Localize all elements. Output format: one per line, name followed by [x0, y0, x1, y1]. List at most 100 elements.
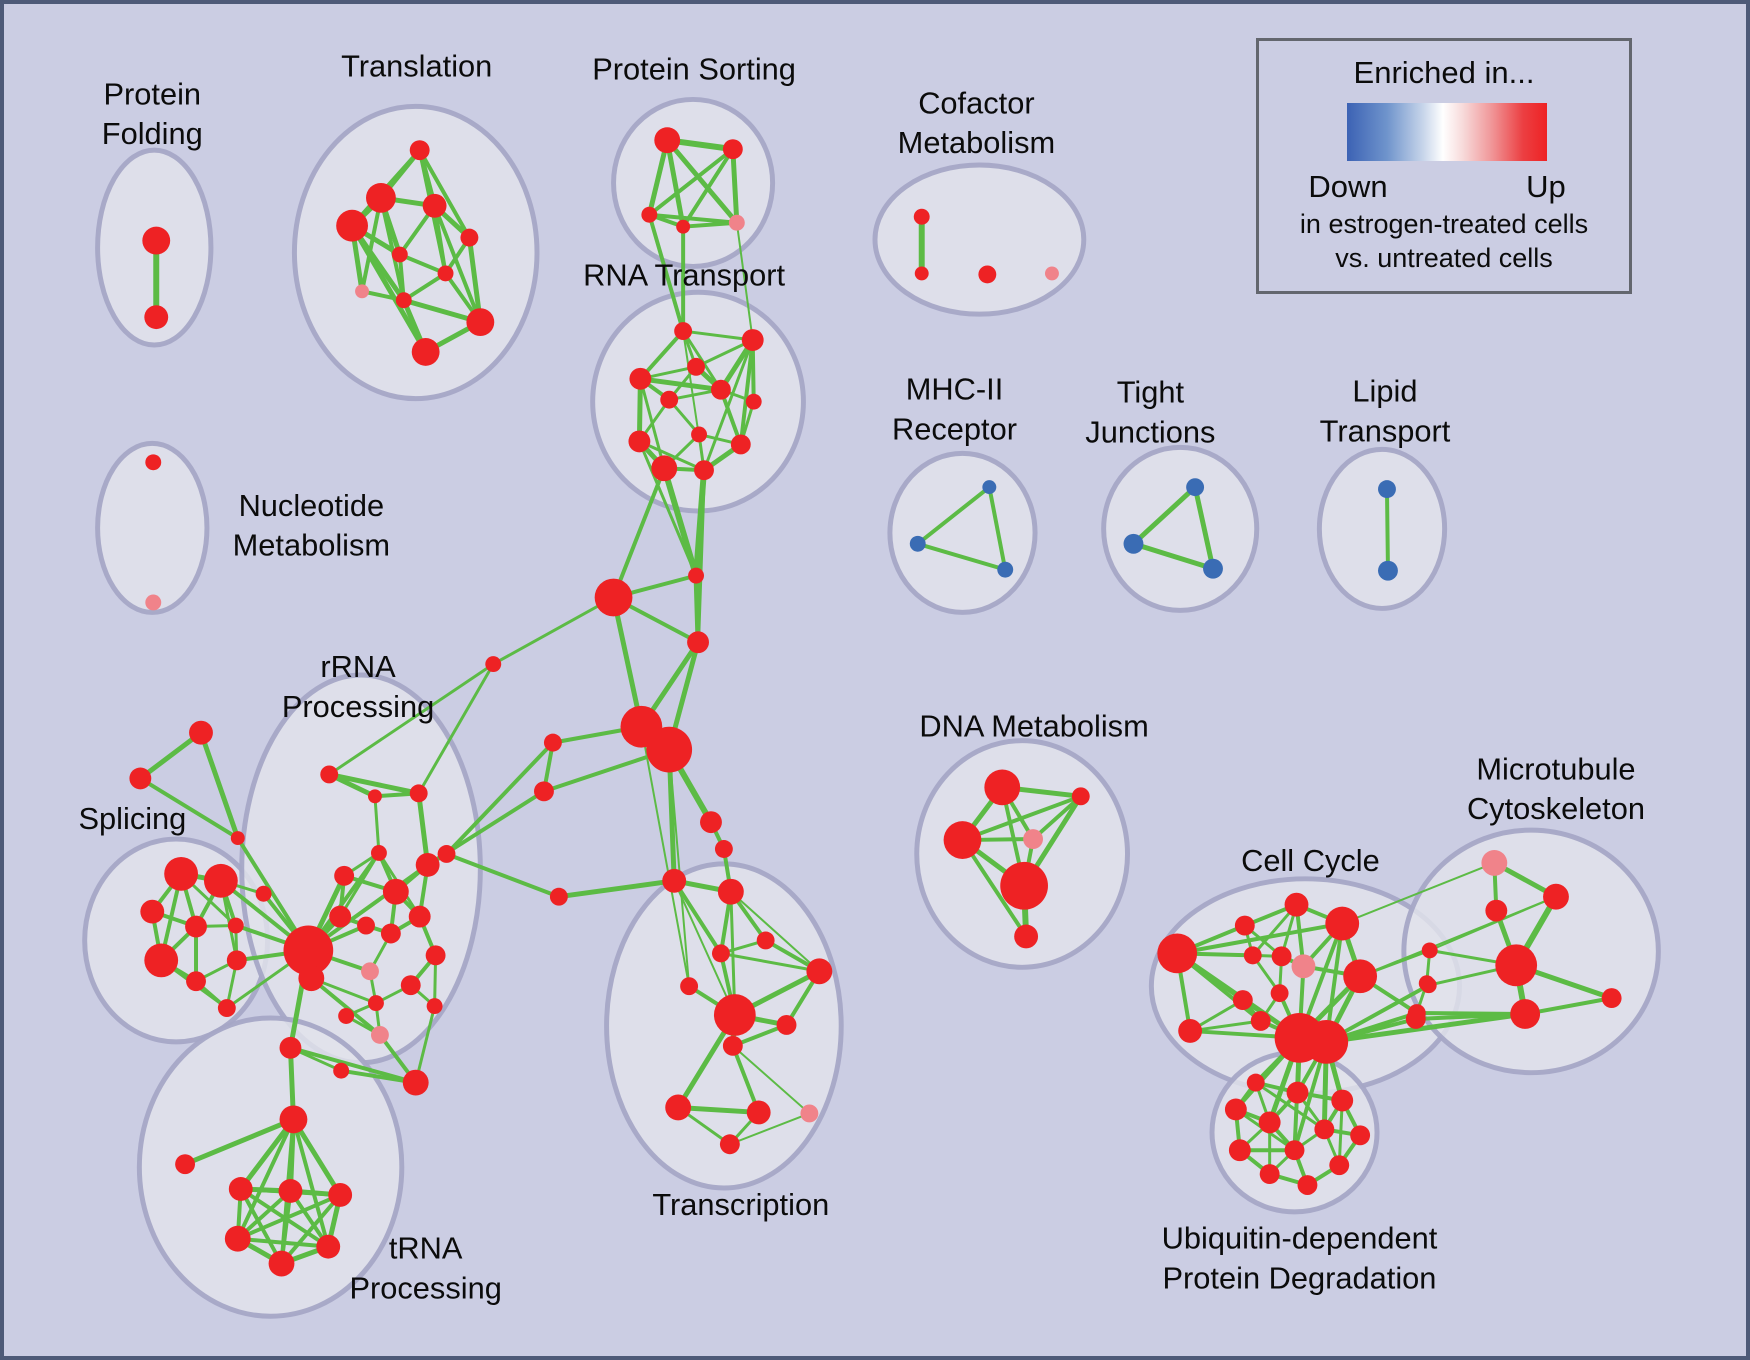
gene-set-node-up [674, 322, 693, 341]
gene-set-node-up [1284, 1140, 1305, 1161]
edge [416, 790, 431, 868]
cluster-label-cell-cycle: Cell Cycle [1241, 843, 1380, 878]
gene-set-node-up [334, 865, 355, 886]
edge [637, 439, 706, 472]
edge [1341, 861, 1496, 925]
edge [638, 377, 666, 470]
gene-set-node-up [913, 208, 930, 225]
gene-set-node-up [711, 944, 730, 963]
edge [673, 879, 736, 1017]
network-canvas: Protein Folding Translation Protein Sorting… [78, 49, 1661, 1319]
gene-set-node-down [1203, 558, 1223, 579]
gene-set-node-up [717, 878, 744, 905]
gene-set-node-up [1405, 1009, 1426, 1029]
gene-set-node-up [594, 578, 633, 617]
gene-set-node-up [466, 308, 495, 337]
edge [1384, 487, 1390, 573]
edge [414, 1004, 437, 1085]
edge [288, 1045, 418, 1085]
legend-gradient-bar [1347, 103, 1547, 161]
edge [637, 439, 698, 578]
gene-set-node-up [629, 367, 652, 390]
cluster-ellipse-protein-sorting [611, 96, 776, 269]
gene-set-node-up [370, 845, 387, 861]
gene-set-node-up [298, 965, 325, 992]
gene-set-node-up [1543, 883, 1569, 910]
gene-set-node-up [1270, 984, 1289, 1003]
cluster-ellipse-nucleotide-metabolism [95, 440, 210, 615]
edge [138, 776, 240, 841]
gene-set-node-up [228, 1177, 253, 1201]
edge [675, 1104, 762, 1115]
edge [397, 252, 448, 276]
edge [137, 730, 204, 781]
cluster-ellipse-rrna-processing [239, 672, 483, 1066]
gene-set-node-up [534, 781, 554, 802]
gene-set-node-up [395, 292, 412, 309]
cluster-label-translation: Translation [341, 49, 492, 84]
gene-set-node-up [714, 840, 733, 858]
gene-set-node-up [437, 265, 454, 282]
gene-set-node-up [654, 127, 681, 154]
edge [729, 890, 821, 973]
cluster-label-rrna-processing: rRNA Processing [282, 649, 434, 724]
edge [401, 271, 448, 303]
edge [647, 147, 735, 217]
gene-set-node-up [1234, 915, 1255, 936]
gene-set-node-up [628, 430, 651, 453]
edge [681, 329, 755, 342]
gene-set-node-up [694, 460, 714, 481]
gene-set-node-up [1232, 990, 1253, 1011]
gene-set-node-up [409, 784, 428, 803]
gene-set-node-up [164, 856, 199, 891]
gene-set-node-up [1246, 1073, 1265, 1092]
gene-set-node-up [680, 977, 699, 996]
gene-set-node-up [409, 140, 430, 161]
gene-set-node-up [402, 1069, 429, 1096]
edge [417, 148, 472, 240]
gene-set-node-up [978, 265, 997, 284]
gene-set-node-up [1224, 1098, 1247, 1121]
cluster-ellipse-mhc-ii-receptor [887, 450, 1038, 615]
gene-set-node-up [1157, 933, 1198, 974]
gene-set-node-up [316, 1234, 341, 1259]
gene-set-node-up [224, 1225, 251, 1252]
legend-subtitle-line2: vs. untreated cells [1335, 243, 1553, 273]
gene-set-node-down [982, 480, 997, 495]
legend-up-label: Up [1526, 169, 1566, 204]
gene-set-node-up [1250, 1011, 1271, 1031]
cluster-label-tight-junctions: Tight Junctions [1085, 375, 1215, 450]
gene-set-node-up [230, 831, 245, 846]
edge [556, 878, 677, 900]
gene-set-node-up [1420, 977, 1437, 994]
gene-set-node-up [1325, 906, 1360, 941]
edge [1192, 484, 1216, 572]
gene-set-node-up [687, 357, 706, 376]
gene-set-node-up [1297, 1175, 1318, 1195]
edge [693, 573, 701, 645]
gene-set-node-up [1271, 946, 1292, 967]
gene-set-node-up [185, 915, 207, 938]
gene-set-node-up [1071, 787, 1090, 806]
gene-set-node-up [1284, 892, 1309, 917]
gene-set-node-up [368, 995, 384, 1012]
gene-set-node-up [415, 852, 440, 877]
edge [235, 1192, 343, 1241]
gene-set-node-up [391, 246, 408, 263]
gene-set-node-up [1331, 1089, 1354, 1112]
edge [1413, 1012, 1528, 1021]
gene-set-node-up [730, 434, 751, 455]
gene-set-node-up [719, 1134, 740, 1155]
gene-set-node-up [217, 999, 236, 1018]
edge [1254, 1081, 1326, 1131]
gene-set-node-up [186, 971, 206, 992]
edge [235, 1117, 296, 1241]
gene-set-node-up [175, 1154, 196, 1175]
gene-set-node-up [144, 943, 179, 978]
gene-set-node-up [651, 455, 678, 482]
cluster-ellipse-tight-junctions [1101, 444, 1260, 613]
edge [466, 235, 483, 325]
cluster-label-splicing: Splicing [78, 801, 186, 836]
gene-set-node-up [1000, 861, 1048, 910]
edge [681, 220, 739, 229]
